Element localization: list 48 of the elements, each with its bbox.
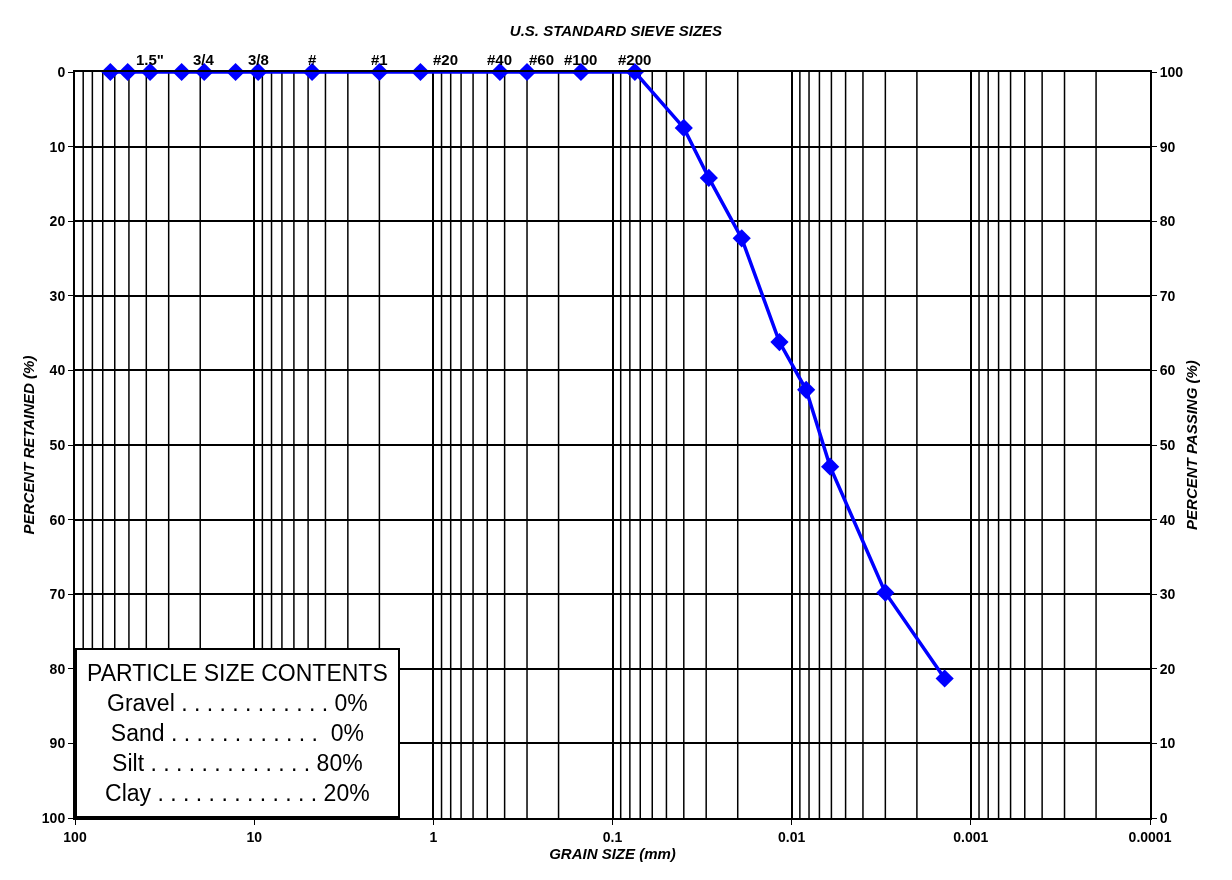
y2-tick-label: 40 bbox=[1159, 511, 1176, 528]
annotation: #60 bbox=[529, 51, 555, 68]
annotation: Gravel . . . . . . . . . . . . 0% bbox=[107, 689, 368, 716]
y-tick-label: 0 bbox=[57, 63, 66, 80]
y-tick-label: 70 bbox=[49, 586, 66, 603]
y-tick-label: 90 bbox=[49, 735, 66, 752]
y-tick-label: 60 bbox=[49, 511, 66, 528]
y2-tick-label: 10 bbox=[1159, 735, 1176, 752]
annotation: #1 bbox=[371, 51, 388, 68]
chart-title: U.S. STANDARD SIEVE SIZES bbox=[509, 21, 723, 39]
y2-tick-label: 30 bbox=[1159, 586, 1176, 603]
annotation: PARTICLE SIZE CONTENTS bbox=[87, 660, 388, 686]
x-tick-label: 0.1 bbox=[602, 828, 623, 845]
annotation: 3/4 bbox=[193, 51, 215, 68]
annotation: #20 bbox=[433, 51, 459, 68]
y2-tick-label: 80 bbox=[1159, 213, 1176, 230]
y2-tick-label: 70 bbox=[1159, 287, 1176, 304]
y2-axis-title: PERCENT PASSING (%) bbox=[1182, 360, 1200, 530]
y-tick-label: 40 bbox=[49, 362, 66, 379]
x-tick-label: 10 bbox=[246, 828, 263, 845]
annotation: #200 bbox=[618, 51, 652, 68]
annotation: #40 bbox=[487, 51, 513, 68]
annotation: #100 bbox=[564, 51, 598, 68]
x-tick-label: 0.01 bbox=[778, 828, 806, 845]
y-tick-label: 30 bbox=[49, 287, 66, 304]
y2-tick-label: 100 bbox=[1159, 63, 1184, 80]
y-tick-label: 20 bbox=[49, 213, 66, 230]
y2-tick-label: 90 bbox=[1159, 138, 1176, 155]
y-tick-label: 80 bbox=[49, 660, 66, 677]
y2-tick-label: 0 bbox=[1159, 809, 1168, 826]
y-tick-label: 100 bbox=[41, 809, 66, 826]
annotation: 3/8 bbox=[248, 51, 269, 68]
annotation: # bbox=[308, 51, 317, 68]
y2-tick-label: 20 bbox=[1159, 660, 1176, 677]
y2-tick-label: 50 bbox=[1159, 436, 1176, 453]
y-tick-label: 10 bbox=[49, 138, 66, 155]
annotation: 1.5" bbox=[136, 51, 164, 68]
x-tick-label: 0.001 bbox=[953, 828, 989, 845]
annotation: Clay . . . . . . . . . . . . . 20% bbox=[105, 779, 370, 806]
annotation: Sand . . . . . . . . . . . . 0% bbox=[110, 719, 364, 746]
y-tick-label: 50 bbox=[49, 436, 66, 453]
x-tick-label: 0.0001 bbox=[1128, 828, 1172, 845]
y2-tick-label: 60 bbox=[1159, 362, 1176, 379]
x-axis-title: GRAIN SIZE (mm) bbox=[549, 844, 676, 862]
x-tick-label: 1 bbox=[429, 828, 438, 845]
y-axis-title: PERCENT RETAINED (%) bbox=[19, 355, 37, 535]
annotation: Silt . . . . . . . . . . . . . 80% bbox=[112, 749, 363, 776]
x-tick-label: 100 bbox=[63, 828, 87, 845]
